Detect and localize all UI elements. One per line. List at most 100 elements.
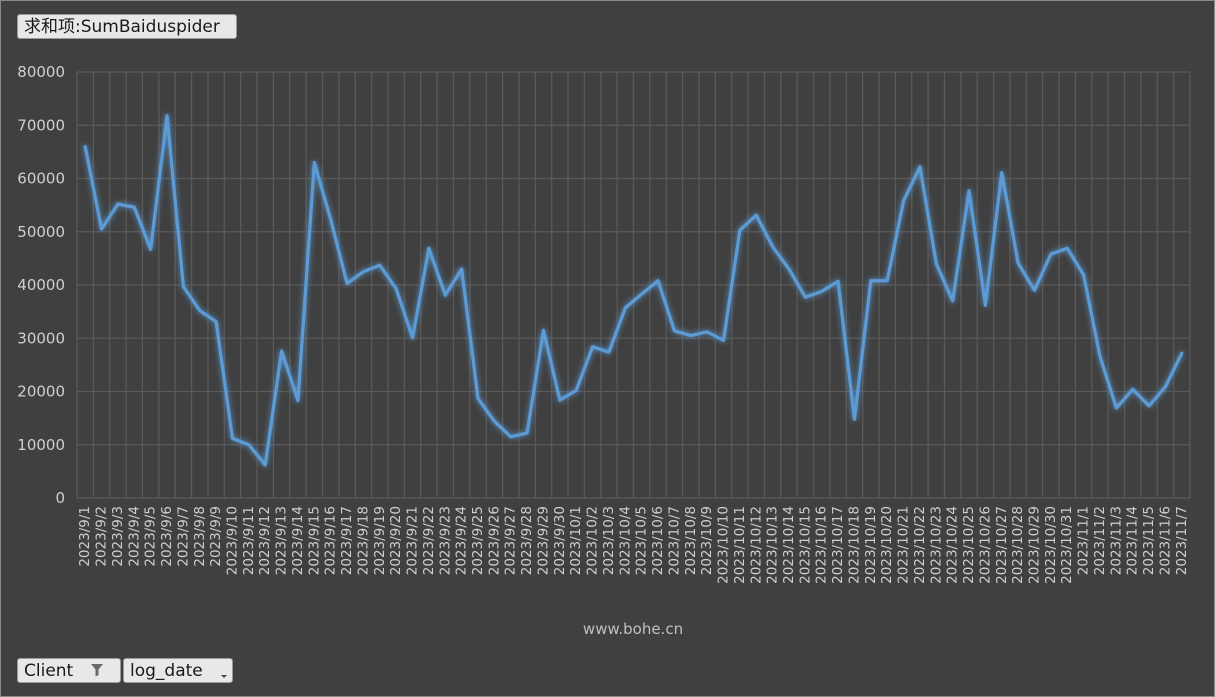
data-point: [493, 420, 496, 423]
x-tick-label: 2023/9/6: [159, 506, 175, 567]
x-tick-label: 2023/9/13: [274, 506, 290, 575]
data-point: [214, 320, 218, 323]
data-point: [329, 218, 332, 221]
client-field-button[interactable]: Client: [17, 658, 121, 683]
data-point: [1131, 388, 1134, 391]
x-tick-label: 2023/10/20: [879, 506, 895, 584]
x-tick-label: 2023/10/11: [732, 506, 748, 584]
data-point: [689, 334, 692, 337]
data-point: [722, 339, 725, 342]
data-point: [296, 399, 300, 402]
y-tick-label: 60000: [17, 170, 65, 188]
x-tick-label: 2023/9/2: [94, 506, 110, 567]
x-tick-label: 2023/9/7: [175, 506, 191, 567]
data-point: [1082, 273, 1085, 277]
x-tick-label: 2023/9/12: [257, 506, 273, 575]
dropdown-arrow-icon[interactable]: [220, 665, 228, 689]
x-tick-label: 2023/10/2: [585, 506, 601, 575]
value-field-label: 求和项:SumBaiduspider: [24, 17, 220, 37]
data-point: [869, 279, 873, 282]
x-tick-label: 2023/9/23: [437, 506, 453, 575]
x-tick-label: 2023/9/8: [192, 506, 208, 567]
x-tick-label: 2023/9/21: [405, 506, 421, 575]
data-point: [264, 463, 267, 467]
y-tick-label: 0: [55, 489, 65, 507]
data-point: [984, 304, 987, 307]
x-tick-label: 2023/10/31: [1059, 506, 1075, 584]
data-point: [738, 228, 742, 232]
y-tick-label: 20000: [17, 383, 65, 401]
data-point: [378, 264, 382, 267]
x-tick-label: 2023/9/24: [454, 506, 470, 575]
data-point: [182, 285, 185, 288]
data-point: [624, 306, 627, 310]
value-field-button[interactable]: 求和项:SumBaiduspider: [17, 14, 237, 39]
data-point: [100, 227, 103, 231]
data-point: [83, 145, 87, 148]
x-tick-label: 2023/9/28: [519, 506, 535, 575]
data-point: [1033, 289, 1036, 292]
data-point: [149, 248, 152, 251]
data-point: [427, 247, 431, 250]
data-point: [411, 336, 414, 339]
y-tick-label: 80000: [17, 63, 65, 81]
x-tick-label: 2023/9/26: [486, 506, 502, 575]
date-field-label: log_date: [130, 661, 203, 681]
data-point: [1147, 404, 1151, 408]
x-tick-label: 2023/10/27: [994, 506, 1010, 584]
data-point: [820, 290, 823, 293]
x-tick-label: 2023/10/7: [666, 506, 682, 575]
x-tick-label: 2023/10/15: [797, 506, 813, 584]
x-tick-label: 2023/9/18: [355, 506, 371, 575]
data-point: [918, 165, 922, 168]
x-tick-label: 2023/10/17: [830, 506, 846, 584]
data-point: [951, 299, 954, 303]
x-tick-label: 2023/10/8: [683, 506, 699, 575]
data-point: [165, 114, 169, 117]
x-tick-label: 2023/10/10: [716, 506, 732, 584]
x-tick-label: 2023/10/4: [617, 506, 633, 575]
x-tick-label: 2023/9/29: [535, 506, 551, 575]
data-point: [575, 389, 578, 392]
x-tick-label: 2023/10/21: [896, 506, 912, 584]
data-point: [280, 349, 283, 353]
x-tick-label: 2023/9/15: [306, 506, 322, 575]
filter-icon[interactable]: [90, 662, 104, 686]
client-field-label: Client: [24, 661, 74, 681]
data-point: [198, 309, 201, 312]
x-tick-label: 2023/9/11: [241, 506, 257, 575]
x-tick-label: 2023/9/1: [77, 506, 93, 567]
data-point: [345, 282, 349, 285]
x-tick-label: 2023/10/25: [961, 506, 977, 584]
data-point: [231, 437, 234, 440]
series: [83, 114, 1184, 467]
data-point: [755, 214, 758, 217]
data-point: [705, 330, 709, 334]
data-point: [591, 345, 594, 348]
data-point: [804, 296, 807, 299]
x-tick-label: 2023/10/26: [977, 506, 993, 584]
data-point: [640, 292, 643, 296]
data-point: [1098, 355, 1102, 358]
data-point: [935, 262, 938, 265]
x-tick-label: 2023/10/16: [814, 506, 830, 584]
x-tick-label: 2023/10/30: [1043, 506, 1059, 584]
data-point: [460, 267, 463, 271]
x-tick-label: 2023/9/25: [470, 506, 486, 575]
date-field-button[interactable]: log_date: [123, 658, 233, 683]
data-point: [133, 206, 136, 209]
y-axis: 0 10000 20000 30000 40000 50000 60000 70000 8000…: [17, 63, 65, 507]
x-tick-label: 2023/9/4: [126, 506, 142, 567]
x-tick-label: 2023/11/1: [1076, 506, 1092, 575]
x-tick-label: 2023/9/22: [421, 506, 437, 575]
x-tick-label: 2023/10/28: [1010, 506, 1026, 584]
x-tick-label: 2023/9/20: [388, 506, 404, 575]
data-point: [1115, 406, 1118, 410]
x-tick-label: 2023/10/22: [912, 506, 928, 584]
x-tick-label: 2023/10/23: [928, 506, 944, 584]
data-point: [509, 435, 512, 438]
data-point: [362, 270, 365, 273]
y-tick-label: 30000: [17, 329, 65, 347]
x-tick-label: 2023/9/3: [110, 506, 126, 567]
